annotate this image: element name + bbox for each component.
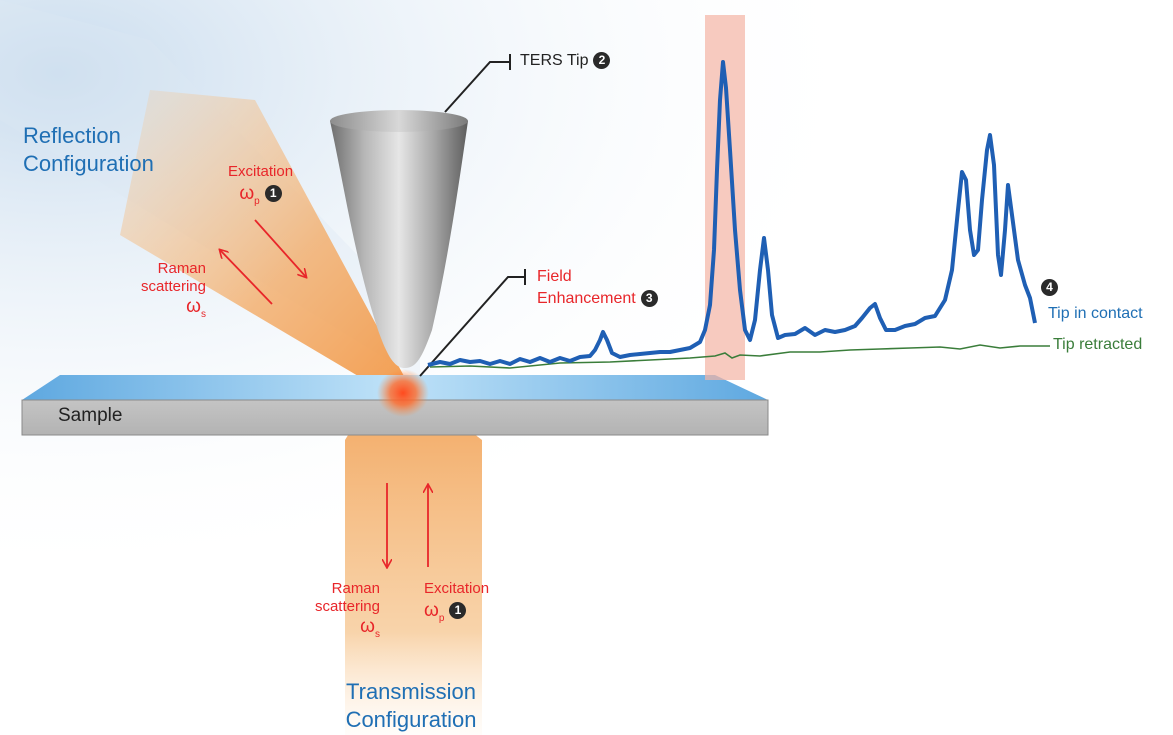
field-line1: Field [537, 268, 572, 285]
step-badge-1-bottom: 1 [449, 602, 467, 620]
ters-tip-top [330, 110, 468, 132]
ters-tip-label: TERS Tip 2 [520, 52, 611, 70]
tip-leader [444, 54, 511, 113]
tip-in-contact-label: Tip in contact [1048, 305, 1143, 322]
reflection-configuration-label: Reflection Configuration [23, 122, 154, 178]
field-leader [419, 269, 526, 377]
step-badge-4-wrap: 4 [1041, 279, 1058, 297]
tip-in-contact-spectrum [427, 60, 1037, 367]
excitation-arrow-top [254, 219, 306, 277]
ters-tip-body [330, 121, 468, 368]
raman-arrow-top [220, 250, 273, 305]
excitation-bottom-text: Excitation [424, 580, 490, 597]
step-badge-1-top: 1 [264, 185, 282, 203]
bottom-beam [345, 392, 482, 735]
field-line2: Enhancement 3 [537, 288, 658, 310]
omega-s-bottom: ωs [360, 616, 380, 640]
excitation-top-text: Excitation [228, 163, 294, 180]
field-enhancement-hotspot [377, 369, 429, 417]
raman-bottom-line1: Raman [331, 580, 380, 597]
raman-bottom-label: Raman scattering ωs [300, 580, 380, 646]
step-badge-2: 2 [593, 52, 611, 70]
omega-p-bottom: ωp1 [424, 600, 489, 630]
sample-label: Sample [58, 405, 123, 426]
step-badge-3: 3 [640, 290, 658, 308]
tip-retracted-spectrum [429, 344, 1050, 369]
reflection-line2: Configuration [23, 151, 154, 176]
tip-retracted-label: Tip retracted [1053, 336, 1143, 353]
raman-bottom-line2: scattering [314, 598, 380, 615]
step-badge-4: 4 [1041, 279, 1058, 297]
transmission-line1: Transmission [346, 679, 476, 704]
raman-top-line1: Raman [157, 260, 206, 277]
transmission-line2: Configuration [345, 707, 477, 732]
omega-s-top: ωs [186, 296, 206, 320]
transmission-configuration-label: Transmission Configuration [326, 678, 496, 734]
reflection-line1: Reflection [23, 123, 121, 148]
raman-top-line2: scattering [140, 278, 206, 295]
omega-p-top: ωp1 [228, 183, 293, 213]
top-beam [120, 90, 405, 386]
field-enhancement-label: Field Enhancement 3 [537, 266, 658, 310]
excitation-bottom-label: Excitation ωp1 [424, 580, 489, 630]
raman-top-label: Raman scattering ωs [126, 260, 206, 326]
excitation-top-label: Excitation ωp1 [228, 163, 293, 213]
